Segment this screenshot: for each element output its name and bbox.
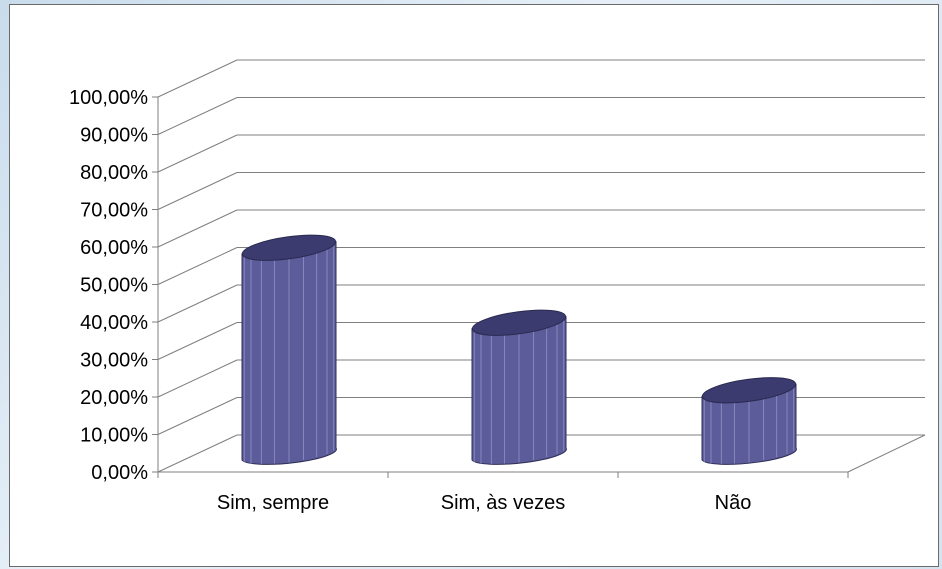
gridline-side-2 — [157, 359, 238, 398]
gridline-side-6 — [157, 209, 238, 248]
gridline-side-4 — [157, 284, 238, 323]
gridline-side-7 — [157, 172, 238, 210]
y-tick-label-5: 50,00% — [80, 275, 148, 297]
x-category-label-2: Não — [715, 492, 752, 514]
gridline-side-0 — [157, 434, 238, 473]
gridline-side-10 — [157, 59, 238, 98]
floor-right-edge — [847, 434, 926, 473]
gridline-side-9 — [157, 97, 238, 135]
y-tick-label-3: 30,00% — [80, 350, 148, 372]
gridline-side-5 — [157, 247, 238, 285]
bar-2 — [701, 377, 797, 465]
gridline-side-3 — [157, 322, 238, 360]
y-tick-label-0: 0,00% — [91, 462, 148, 484]
y-tick-label-7: 70,00% — [80, 200, 148, 222]
y-tick-label-9: 90,00% — [80, 125, 148, 147]
bar-1 — [471, 309, 567, 465]
gridline-side-8 — [157, 134, 238, 173]
y-tick-label-2: 20,00% — [80, 387, 148, 409]
y-tick-label-10: 100,00% — [69, 87, 148, 109]
x-category-label-1: Sim, às vezes — [441, 492, 565, 514]
x-category-label-0: Sim, sempre — [217, 492, 329, 514]
y-tick-label-4: 40,00% — [80, 312, 148, 334]
gridline-side-1 — [157, 397, 238, 435]
y-tick-label-8: 80,00% — [80, 162, 148, 184]
y-tick-label-6: 60,00% — [80, 237, 148, 259]
bar-0 — [241, 234, 337, 465]
y-tick-label-1: 10,00% — [80, 425, 148, 447]
